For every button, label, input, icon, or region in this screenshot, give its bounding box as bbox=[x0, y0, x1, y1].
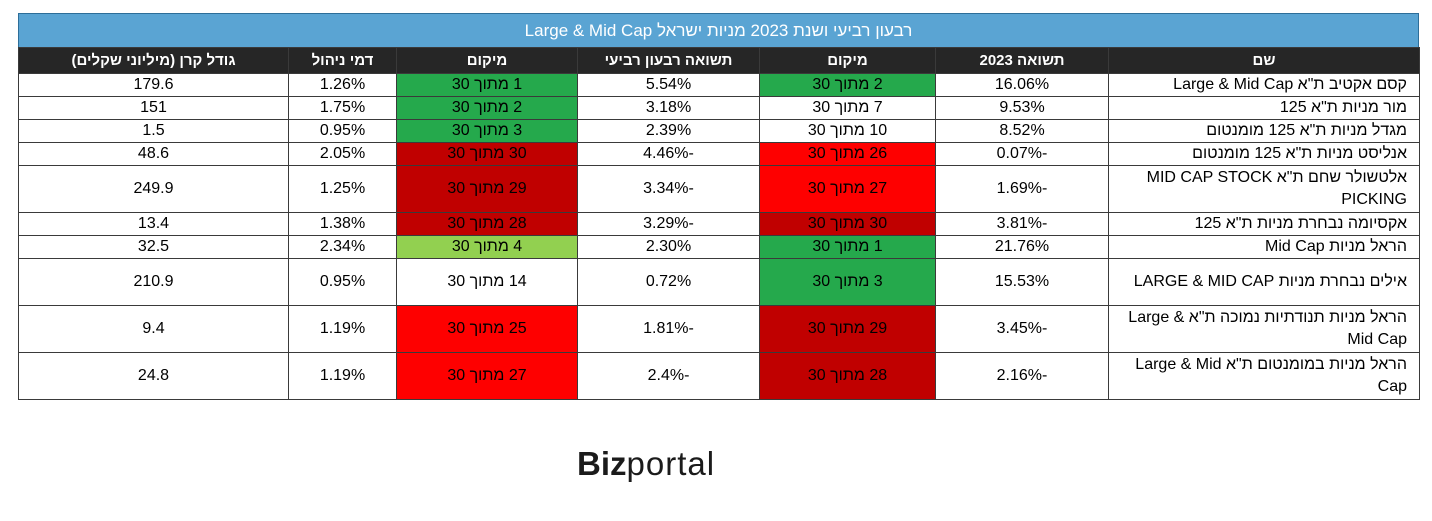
rank-q4: 29 מתוך 30 bbox=[396, 165, 578, 213]
table-row: אקסיומה נבחרת מניות ת"א 125 -3.81% 30 מת… bbox=[18, 212, 1420, 236]
return-q4: 3.18% bbox=[577, 96, 760, 120]
header-fund-size: גודל קרן (מיליוני שקלים) bbox=[18, 47, 289, 74]
management-fee: 1.75% bbox=[288, 96, 397, 120]
return-q4: -1.81% bbox=[577, 305, 760, 353]
return-q4: -3.29% bbox=[577, 212, 760, 236]
fund-size: 249.9 bbox=[18, 165, 289, 213]
table-row: מגדל מניות ת"א 125 מומנטום 8.52% 10 מתוך… bbox=[18, 119, 1420, 143]
fund-name: הראל מניות תנודתיות נמוכה ת"א Large & Mi… bbox=[1108, 305, 1420, 353]
rank-q4: 25 מתוך 30 bbox=[396, 305, 578, 353]
return-2023: -3.45% bbox=[935, 305, 1109, 353]
header-row: שם תשואה 2023 מיקום תשואה רבעון רביעי מי… bbox=[18, 47, 1420, 74]
fund-name: מור מניות ת"א 125 bbox=[1108, 96, 1420, 120]
return-2023: -0.07% bbox=[935, 142, 1109, 166]
return-q4: -2.4% bbox=[577, 352, 760, 400]
fund-name: אקסיומה נבחרת מניות ת"א 125 bbox=[1108, 212, 1420, 236]
management-fee: 2.05% bbox=[288, 142, 397, 166]
management-fee: 1.25% bbox=[288, 165, 397, 213]
fund-returns-table: שם תשואה 2023 מיקום תשואה רבעון רביעי מי… bbox=[18, 47, 1420, 400]
return-q4: -4.46% bbox=[577, 142, 760, 166]
fund-size: 48.6 bbox=[18, 142, 289, 166]
rank-2023: 1 מתוך 30 bbox=[759, 235, 936, 259]
logo-light-text: portal bbox=[626, 445, 716, 482]
return-2023: 16.06% bbox=[935, 73, 1109, 97]
fund-size: 210.9 bbox=[18, 258, 289, 306]
table-row: מור מניות ת"א 125 9.53% 7 מתוך 30 3.18% … bbox=[18, 96, 1420, 120]
fund-name: אלטשולר שחם ת"א MID CAP STOCK PICKING bbox=[1108, 165, 1420, 213]
header-return-2023: תשואה 2023 bbox=[935, 47, 1109, 74]
return-q4: 5.54% bbox=[577, 73, 760, 97]
management-fee: 1.19% bbox=[288, 305, 397, 353]
logo-bold-text: Biz bbox=[577, 445, 627, 482]
return-q4: 0.72% bbox=[577, 258, 760, 306]
fund-size: 151 bbox=[18, 96, 289, 120]
return-2023: -2.16% bbox=[935, 352, 1109, 400]
rank-2023: 7 מתוך 30 bbox=[759, 96, 936, 120]
fund-name: קסם אקטיב ת"א Large & Mid Cap bbox=[1108, 73, 1420, 97]
management-fee: 1.19% bbox=[288, 352, 397, 400]
return-2023: 9.53% bbox=[935, 96, 1109, 120]
return-q4: 2.39% bbox=[577, 119, 760, 143]
fund-size: 32.5 bbox=[18, 235, 289, 259]
rank-2023: 28 מתוך 30 bbox=[759, 352, 936, 400]
fund-name: אנליסט מניות ת"א 125 מומנטום bbox=[1108, 142, 1420, 166]
management-fee: 1.26% bbox=[288, 73, 397, 97]
fund-size: 179.6 bbox=[18, 73, 289, 97]
return-2023: -3.81% bbox=[935, 212, 1109, 236]
return-q4: 2.30% bbox=[577, 235, 760, 259]
rank-q4: 27 מתוך 30 bbox=[396, 352, 578, 400]
fund-size: 24.8 bbox=[18, 352, 289, 400]
rank-2023: 27 מתוך 30 bbox=[759, 165, 936, 213]
rank-2023: 30 מתוך 30 bbox=[759, 212, 936, 236]
table-row: הראל מניות Mid Cap 21.76% 1 מתוך 30 2.30… bbox=[18, 235, 1420, 259]
returns-table-container: רבעון רביעי ושנת 2023 מניות ישראל Large … bbox=[18, 13, 1420, 400]
table-row: אנליסט מניות ת"א 125 מומנטום -0.07% 26 מ… bbox=[18, 142, 1420, 166]
header-management-fee: דמי ניהול bbox=[288, 47, 397, 74]
rank-q4: 30 מתוך 30 bbox=[396, 142, 578, 166]
rank-2023: 10 מתוך 30 bbox=[759, 119, 936, 143]
rank-2023: 2 מתוך 30 bbox=[759, 73, 936, 97]
table-row: אילים נבחרת מניות LARGE & MID CAP 15.53%… bbox=[18, 258, 1420, 306]
header-rank-q4: מיקום bbox=[396, 47, 578, 74]
header-return-q4: תשואה רבעון רביעי bbox=[577, 47, 760, 74]
rank-q4: 3 מתוך 30 bbox=[396, 119, 578, 143]
bizportal-logo: Biz portal bbox=[577, 445, 817, 482]
rank-q4: 1 מתוך 30 bbox=[396, 73, 578, 97]
table-row: קסם אקטיב ת"א Large & Mid Cap 16.06% 2 מ… bbox=[18, 73, 1420, 97]
rank-2023: 26 מתוך 30 bbox=[759, 142, 936, 166]
table-row: הראל מניות במומנטום ת"א Large & Mid Cap … bbox=[18, 352, 1420, 400]
management-fee: 0.95% bbox=[288, 119, 397, 143]
table-row: הראל מניות תנודתיות נמוכה ת"א Large & Mi… bbox=[18, 305, 1420, 353]
return-2023: 8.52% bbox=[935, 119, 1109, 143]
return-2023: -1.69% bbox=[935, 165, 1109, 213]
header-name: שם bbox=[1108, 47, 1420, 74]
management-fee: 1.38% bbox=[288, 212, 397, 236]
rank-q4: 28 מתוך 30 bbox=[396, 212, 578, 236]
rank-2023: 3 מתוך 30 bbox=[759, 258, 936, 306]
fund-size: 9.4 bbox=[18, 305, 289, 353]
fund-name: אילים נבחרת מניות LARGE & MID CAP bbox=[1108, 258, 1420, 306]
table-row: אלטשולר שחם ת"א MID CAP STOCK PICKING -1… bbox=[18, 165, 1420, 213]
fund-size: 1.5 bbox=[18, 119, 289, 143]
table-title: רבעון רביעי ושנת 2023 מניות ישראל Large … bbox=[18, 13, 1419, 47]
rank-2023: 29 מתוך 30 bbox=[759, 305, 936, 353]
return-2023: 21.76% bbox=[935, 235, 1109, 259]
fund-name: מגדל מניות ת"א 125 מומנטום bbox=[1108, 119, 1420, 143]
fund-name: הראל מניות במומנטום ת"א Large & Mid Cap bbox=[1108, 352, 1420, 400]
rank-q4: 14 מתוך 30 bbox=[396, 258, 578, 306]
rank-q4: 2 מתוך 30 bbox=[396, 96, 578, 120]
return-2023: 15.53% bbox=[935, 258, 1109, 306]
management-fee: 0.95% bbox=[288, 258, 397, 306]
management-fee: 2.34% bbox=[288, 235, 397, 259]
fund-size: 13.4 bbox=[18, 212, 289, 236]
header-rank-2023: מיקום bbox=[759, 47, 936, 74]
return-q4: -3.34% bbox=[577, 165, 760, 213]
fund-name: הראל מניות Mid Cap bbox=[1108, 235, 1420, 259]
rank-q4: 4 מתוך 30 bbox=[396, 235, 578, 259]
